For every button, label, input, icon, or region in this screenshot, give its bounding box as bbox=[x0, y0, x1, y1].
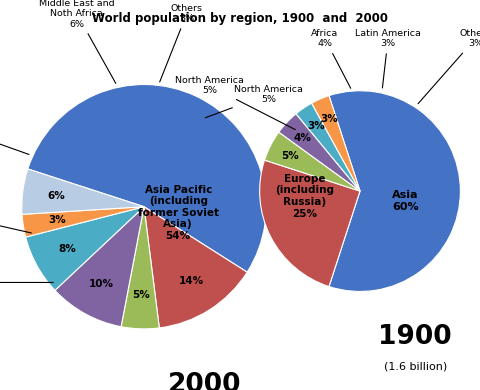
Text: Europe
(including
Russia)
25%: Europe (including Russia) 25% bbox=[276, 174, 334, 218]
Text: Asia Pacific
(including
former Soviet
Asia)
54%: Asia Pacific (including former Soviet As… bbox=[138, 184, 219, 241]
Wedge shape bbox=[264, 132, 360, 191]
Text: 1900: 1900 bbox=[378, 324, 452, 350]
Text: (1.6 billion): (1.6 billion) bbox=[384, 362, 447, 372]
Wedge shape bbox=[312, 96, 360, 191]
Text: 54%: 54% bbox=[0, 389, 1, 390]
Text: 4%: 4% bbox=[294, 133, 312, 142]
Text: North America
5%: North America 5% bbox=[0, 273, 53, 292]
Wedge shape bbox=[144, 207, 247, 328]
Text: Asia
60%: Asia 60% bbox=[392, 190, 419, 212]
Wedge shape bbox=[260, 160, 360, 287]
Text: Latin America
3%: Latin America 3% bbox=[355, 29, 421, 88]
Wedge shape bbox=[329, 91, 460, 291]
Text: 5%: 5% bbox=[281, 151, 299, 161]
Wedge shape bbox=[55, 207, 144, 327]
Text: Others
3%: Others 3% bbox=[160, 4, 203, 82]
Text: 3%: 3% bbox=[307, 121, 325, 131]
Text: Others
3%: Others 3% bbox=[418, 29, 480, 104]
Text: 10%: 10% bbox=[89, 279, 114, 289]
Wedge shape bbox=[296, 103, 360, 191]
Text: World population by region, 1900  and  2000: World population by region, 1900 and 200… bbox=[92, 12, 388, 25]
Text: Middle East and
Noth Africa
6%: Middle East and Noth Africa 6% bbox=[39, 0, 116, 83]
Text: Latin America &
Caribbean
8%: Latin America & Caribbean 8% bbox=[0, 109, 29, 154]
Text: 3%: 3% bbox=[48, 215, 66, 225]
Text: 14%: 14% bbox=[179, 276, 204, 286]
Wedge shape bbox=[22, 207, 144, 237]
Text: 3%: 3% bbox=[320, 114, 338, 124]
Wedge shape bbox=[121, 207, 159, 329]
Wedge shape bbox=[25, 207, 144, 290]
Text: Africa
4%: Africa 4% bbox=[311, 29, 351, 88]
Text: Africa
10%: Africa 10% bbox=[0, 203, 31, 233]
Text: 5%: 5% bbox=[132, 290, 150, 300]
Wedge shape bbox=[279, 114, 360, 191]
Text: 6%: 6% bbox=[48, 191, 66, 201]
Text: North America
5%: North America 5% bbox=[175, 76, 295, 129]
Text: 8%: 8% bbox=[58, 244, 76, 254]
Text: North America
5%: North America 5% bbox=[205, 85, 303, 118]
Text: 60%: 60% bbox=[0, 389, 1, 390]
Wedge shape bbox=[28, 85, 266, 272]
Text: 25%: 25% bbox=[0, 389, 1, 390]
Text: 2000: 2000 bbox=[168, 372, 242, 390]
Wedge shape bbox=[22, 169, 144, 215]
